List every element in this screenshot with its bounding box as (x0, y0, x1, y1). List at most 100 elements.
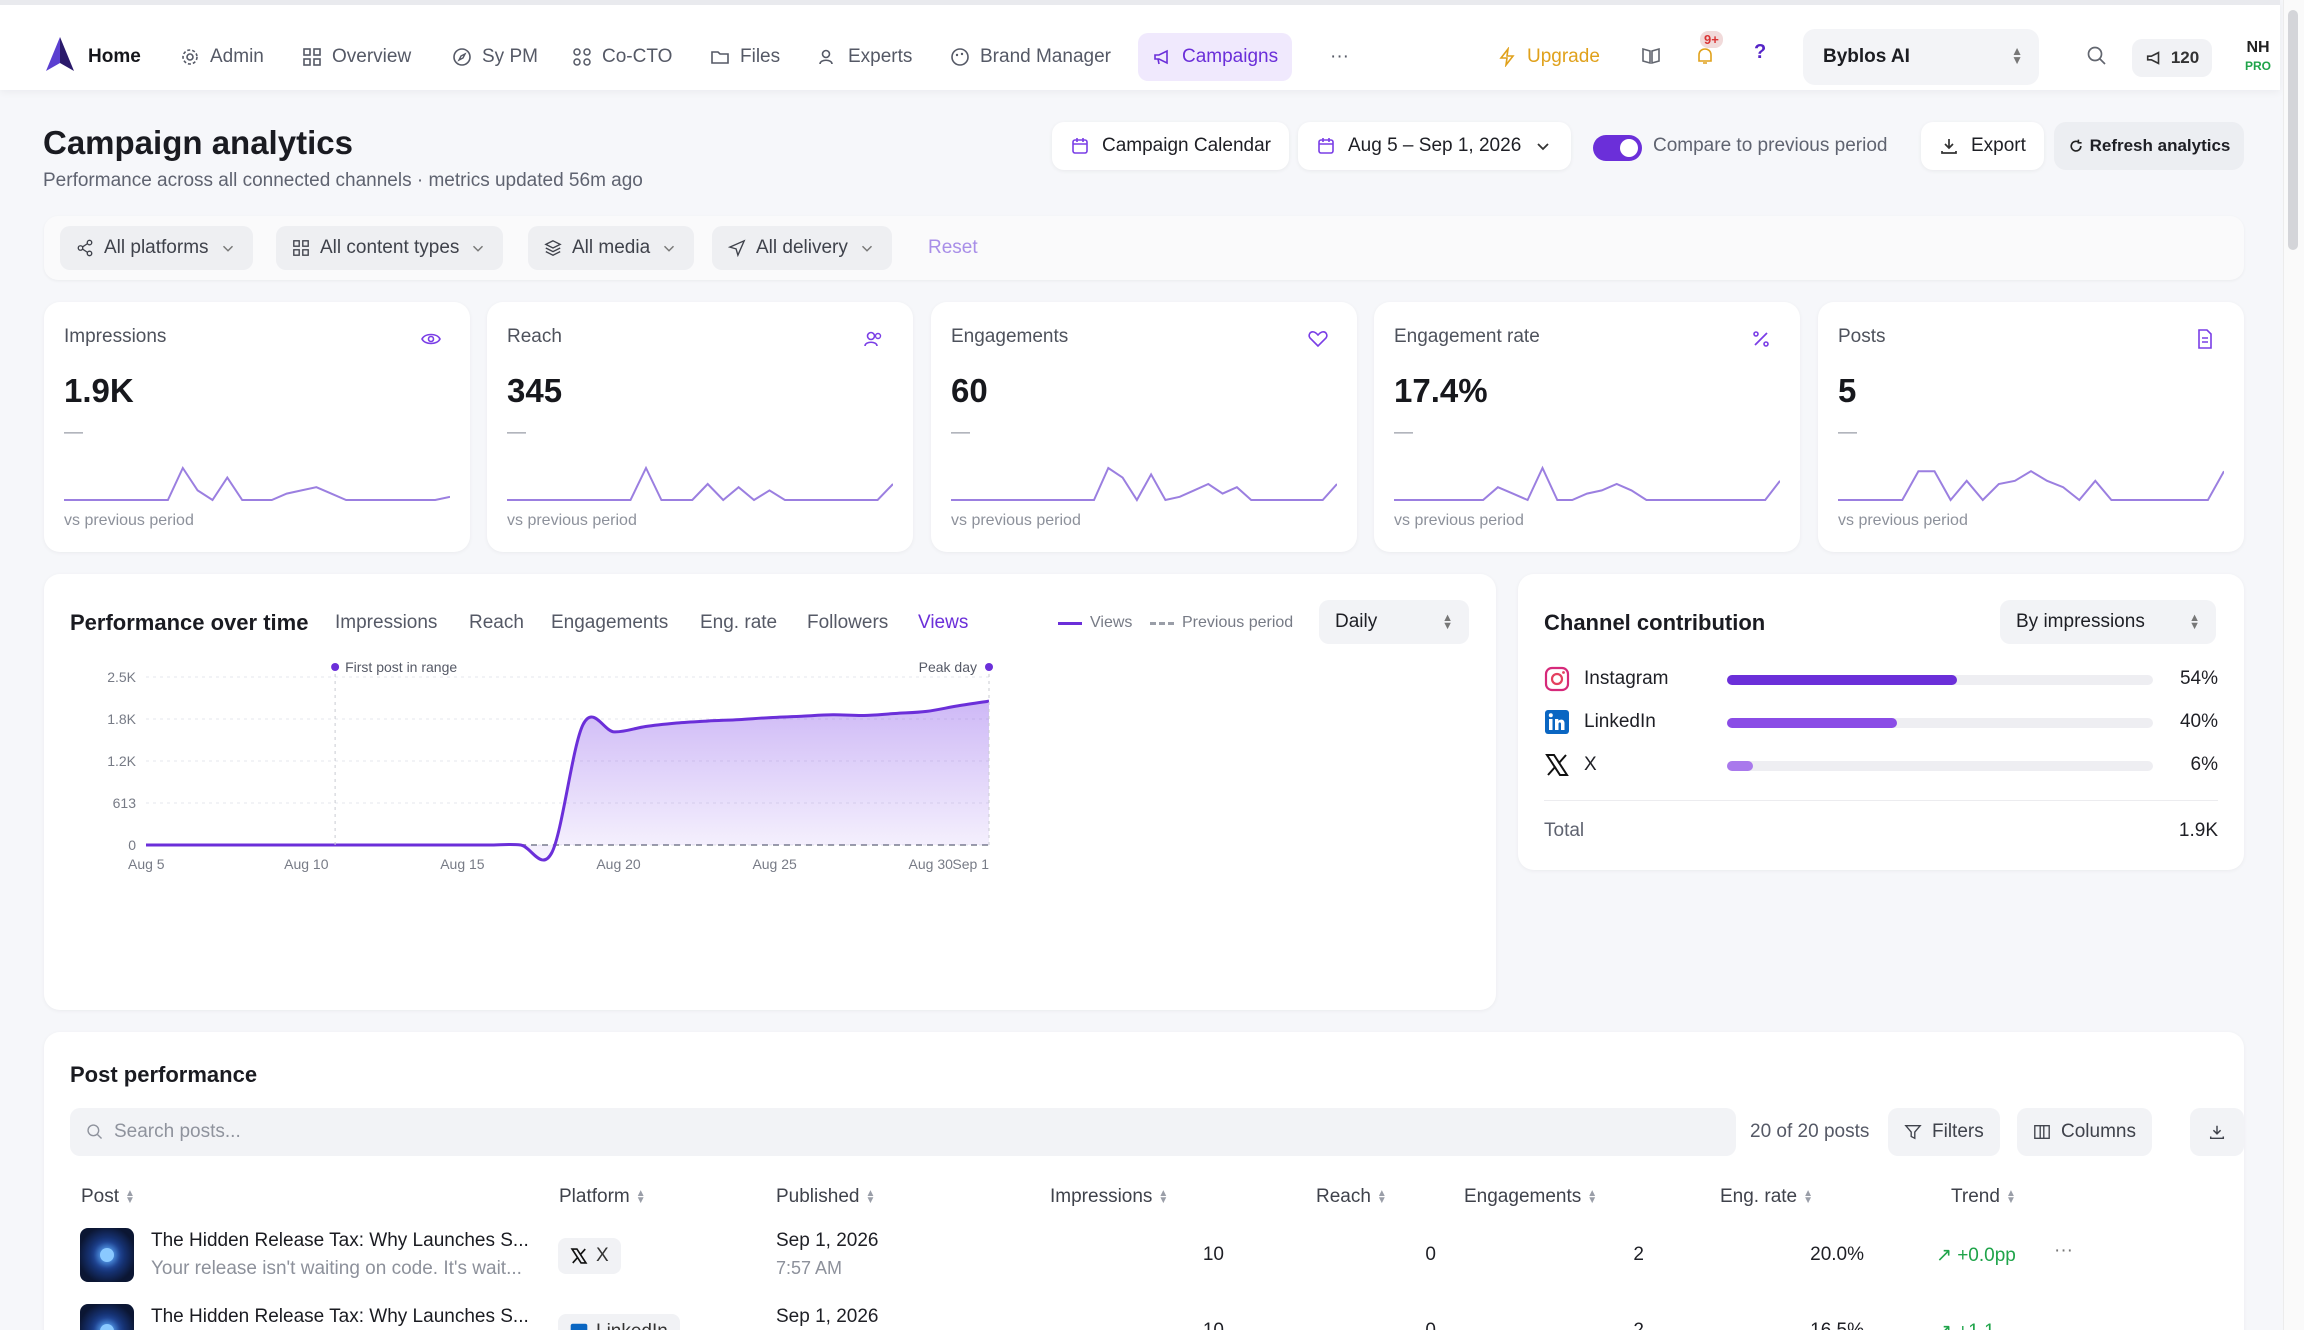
tab-engagements[interactable]: Engagements (551, 612, 669, 633)
impressions-value: 10 (1202, 1244, 1224, 1265)
search-button[interactable] (2080, 39, 2114, 73)
column-header-reach[interactable]: Reach ▲ ▼ (1316, 1186, 1387, 1208)
notification-badge: 9+ (1700, 31, 1723, 48)
scrollbar-thumb[interactable] (2288, 10, 2298, 250)
download-button[interactable] (2190, 1108, 2244, 1156)
column-header-engagements[interactable]: Engagements ▲ ▼ (1464, 1186, 1597, 1208)
tab-followers[interactable]: Followers (807, 612, 889, 633)
date-range-label: Aug 5 – Sep 1, 2026 (1348, 135, 1522, 156)
chevron-updown-icon: ▲ ▼ (2189, 612, 2200, 632)
nav-experts[interactable]: Experts (804, 33, 926, 81)
first-post-dot (331, 663, 340, 671)
kpi-label: Posts (1838, 326, 1886, 347)
reset-filters-button[interactable]: Reset (928, 237, 978, 258)
search-placeholder: Search posts... (114, 1121, 241, 1142)
column-header-platform[interactable]: Platform ▲ ▼ (559, 1186, 646, 1208)
tab-impressions[interactable]: Impressions (335, 612, 438, 633)
media-filter[interactable]: All media (528, 226, 695, 270)
sort-icon: ▲ ▼ (1158, 1188, 1169, 1206)
column-header-post[interactable]: Post ▲ ▼ (81, 1186, 135, 1208)
table-row[interactable]: The Hidden Release Tax: Why Launches S..… (44, 1228, 2244, 1298)
campaign-calendar-button[interactable]: Campaign Calendar (1052, 122, 1289, 170)
refresh-analytics-button[interactable]: Refresh analytics (2054, 122, 2244, 170)
sparkline (64, 465, 450, 502)
compass-icon (453, 48, 471, 66)
compare-toggle[interactable] (1593, 135, 1642, 161)
notifications-button[interactable] (1688, 39, 1722, 73)
export-label: Export (1971, 135, 2026, 156)
sparkline (951, 466, 1337, 502)
nav-brand-manager[interactable]: Brand Manager (936, 33, 1125, 81)
column-header-published[interactable]: Published ▲ ▼ (776, 1186, 875, 1208)
column-header-eng-rate[interactable]: Eng. rate ▲ ▼ (1720, 1186, 1813, 1208)
tab-views[interactable]: Views (918, 612, 969, 633)
legend-current-label: Views (1090, 614, 1133, 631)
x-tick-label: Sep 1 (952, 856, 989, 872)
y-tick-label: 2.5K (107, 669, 136, 685)
scrollbar-track[interactable] (2283, 0, 2304, 1330)
sparkline-line (64, 465, 450, 502)
sort-icon: ▲ ▼ (125, 1188, 135, 1206)
calendar-icon (1072, 138, 1088, 154)
x-tick-label: Aug 10 (284, 856, 329, 872)
platform-filter[interactable]: All platforms (60, 226, 253, 270)
nav-sy-pm[interactable]: Sy PM (438, 33, 552, 81)
reach-value: 0 (1425, 1244, 1436, 1265)
download-icon (1941, 139, 1957, 154)
date-range-picker[interactable]: Aug 5 – Sep 1, 2026 (1298, 122, 1572, 170)
kpi-label: Reach (507, 326, 562, 347)
nav-more-button[interactable]: ··· (1316, 33, 1363, 81)
trend-value: ↗ +0.0pp (1936, 1245, 2016, 1266)
kpi-delta: — (1394, 422, 1413, 443)
export-button[interactable]: Export (1921, 122, 2044, 170)
kpi-card-engagement-rate: Engagement rate 17.4% — vs previous peri… (1374, 302, 1800, 552)
kpi-delta: — (64, 422, 83, 443)
tab-eng-rate[interactable]: Eng. rate (700, 612, 778, 633)
tab-reach[interactable]: Reach (469, 612, 524, 633)
chevron-down-icon (222, 245, 233, 252)
docs-button[interactable] (1634, 39, 1668, 73)
nav-home[interactable]: Home (74, 33, 155, 81)
content-type-filter[interactable]: All content types (276, 226, 504, 270)
legend-previous-label: Previous period (1182, 614, 1294, 631)
y-tick-label: 1.2K (107, 753, 136, 769)
column-header-label: Trend (1951, 1186, 2000, 1207)
page-subtitle: Performance across all connected channel… (43, 170, 643, 191)
platform-chip: LinkedIn (558, 1314, 680, 1330)
column-header-impressions[interactable]: Impressions ▲ ▼ (1050, 1186, 1168, 1208)
column-header-trend[interactable]: Trend ▲ ▼ (1951, 1186, 2016, 1208)
channel-sort-label: By impressions (2016, 611, 2145, 632)
avatar[interactable]: NH PRO (2240, 39, 2276, 75)
kpi-card-impressions: Impressions 1.9K — vs previous period (44, 302, 470, 552)
nav-overview[interactable]: Overview (288, 33, 425, 81)
channel-name: Instagram (1584, 668, 1669, 689)
credits-button[interactable]: 120 (2132, 39, 2212, 77)
columns-button[interactable]: Columns (2017, 1108, 2152, 1156)
megaphone-icon (2146, 51, 2160, 65)
granularity-select[interactable]: Daily ▲ ▼ (1319, 600, 1469, 644)
table-row[interactable]: The Hidden Release Tax: Why Launches S..… (44, 1304, 2244, 1330)
engagements-value: 2 (1633, 1244, 1644, 1265)
nav-files[interactable]: Files (696, 33, 794, 81)
first-post-annotation: First post in range (345, 659, 457, 675)
upgrade-button[interactable]: Upgrade (1497, 33, 1600, 81)
delivery-filter[interactable]: All delivery (712, 226, 892, 270)
sparkline-line (507, 465, 893, 502)
sparkline-line (1838, 470, 2224, 502)
channel-row-instagram: Instagram 54% (1544, 664, 2218, 694)
row-more-button[interactable]: ··· (2054, 1240, 2073, 1261)
logo-icon[interactable] (46, 37, 74, 71)
gear-icon (182, 49, 198, 65)
nav-admin[interactable]: Admin (166, 33, 278, 81)
search-input[interactable]: Search posts... (70, 1108, 1736, 1156)
channel-sort-select[interactable]: By impressions ▲ ▼ (2000, 600, 2216, 644)
filters-button[interactable]: Filters (1888, 1108, 2000, 1156)
help-button[interactable]: ? (1754, 41, 1767, 63)
upgrade-label: Upgrade (1527, 46, 1600, 67)
nav-co-cto[interactable]: Co-CTO (558, 33, 686, 81)
nav-campaigns[interactable]: Campaigns (1138, 33, 1293, 81)
performance-title: Performance over time (70, 610, 309, 635)
channel-bar (1727, 718, 1898, 728)
channel-row-linkedin: LinkedIn 40% (1544, 707, 2218, 737)
workspace-selector[interactable]: Byblos AI ▲ ▼ (1803, 29, 2039, 85)
